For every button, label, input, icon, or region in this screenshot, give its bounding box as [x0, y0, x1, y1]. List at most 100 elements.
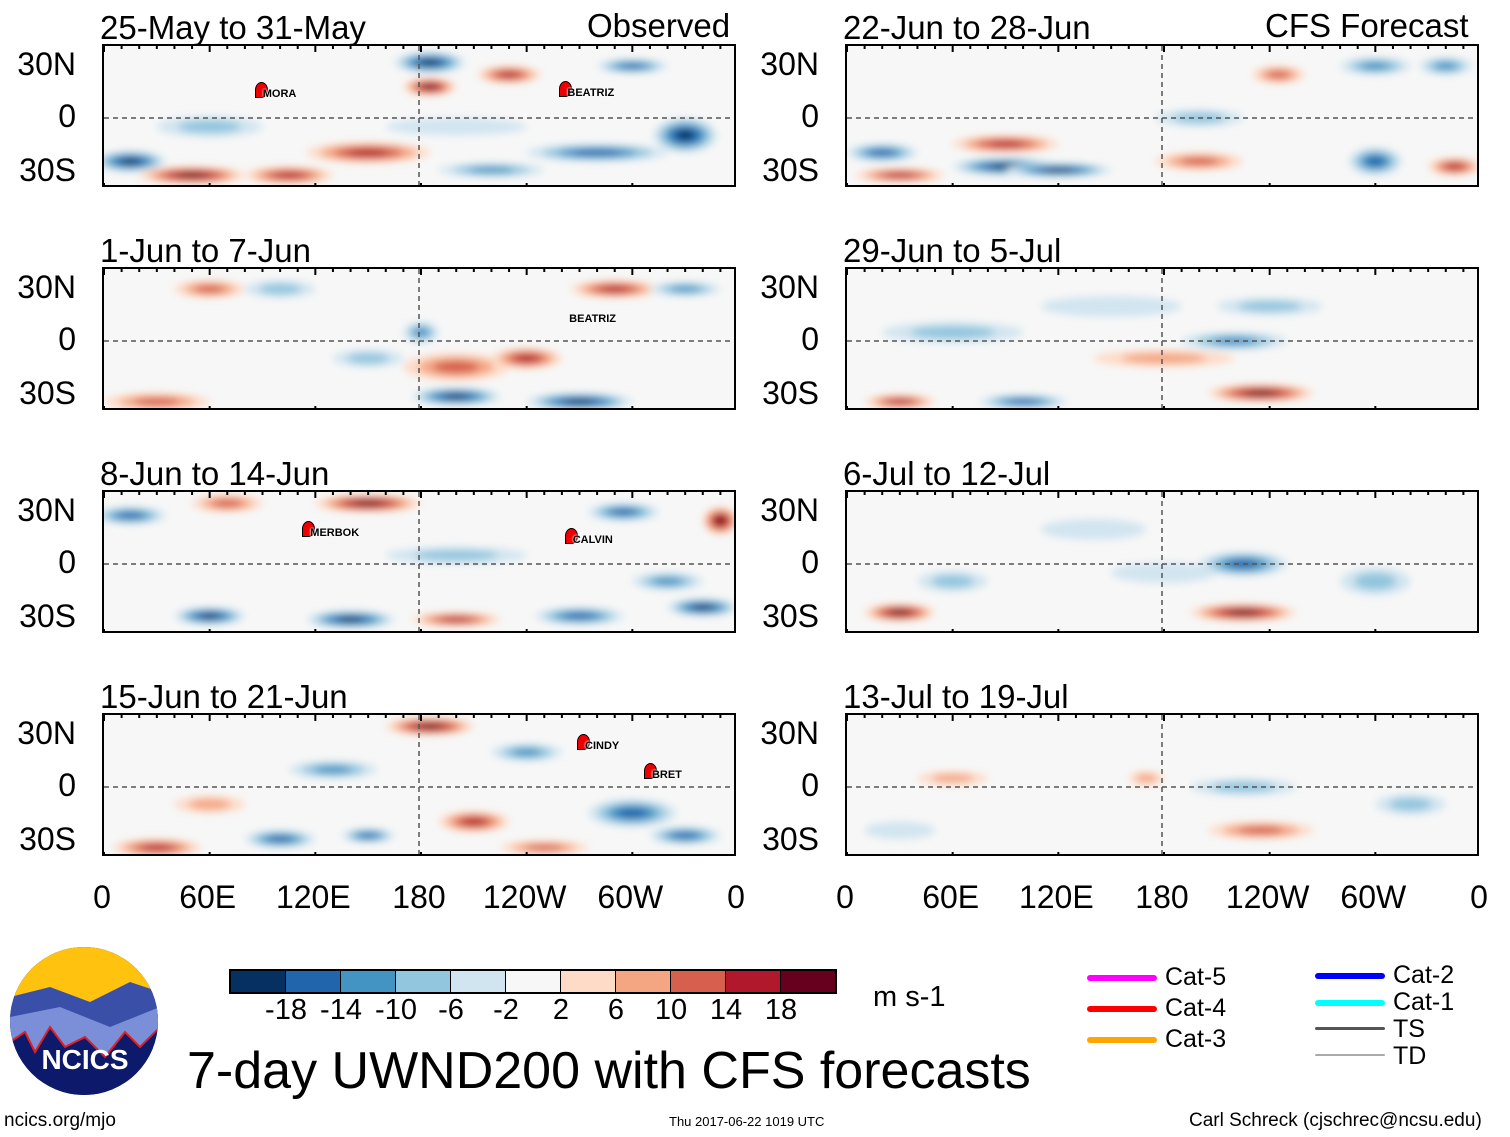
map-panel: BEATRIZ	[102, 267, 736, 410]
wind-anomaly-contour	[511, 748, 542, 757]
latitude-label: 0	[58, 767, 76, 803]
latitude-label: 0	[801, 321, 819, 357]
colorbar-swatch	[451, 971, 506, 992]
wind-anomaly-contour	[347, 353, 390, 364]
wind-anomaly-contour	[118, 512, 143, 519]
wind-anomaly-contour	[1366, 156, 1385, 166]
wind-anomaly-contour	[413, 327, 429, 337]
longitude-label: 60E	[922, 879, 980, 915]
latitude-label: 0	[801, 98, 819, 134]
wind-anomaly-contour	[864, 821, 936, 839]
wind-anomaly-contour	[1267, 70, 1290, 79]
wind-anomaly-contour	[268, 836, 292, 842]
colorbar-swatch	[616, 971, 671, 992]
legend-label: TD	[1393, 1042, 1427, 1070]
colorbar-swatch	[396, 971, 451, 992]
wind-anomaly-contour	[617, 808, 648, 818]
latitude-label: 30S	[762, 375, 819, 411]
latitude-label: 30N	[17, 46, 76, 82]
footer-url: ncics.org/mjo	[4, 1110, 116, 1131]
storm-name-label: BRET	[651, 769, 682, 782]
colorbar-swatch	[726, 971, 781, 992]
wind-anomaly-contour	[931, 774, 974, 783]
colorbar-swatch	[671, 971, 726, 992]
storm-name-label: BEATRIZ	[569, 313, 617, 325]
colorbar-tick-label: 10	[654, 994, 688, 1026]
wind-anomaly-contour	[1246, 390, 1276, 396]
longitude-label: 60W	[1340, 879, 1407, 915]
longitude-label: 120W	[482, 879, 567, 915]
wind-anomaly-contour	[142, 844, 172, 851]
latitude-label: 30N	[760, 715, 819, 751]
hurricane-icon	[559, 80, 573, 97]
wind-anomaly-contour	[420, 59, 440, 66]
wind-anomaly-contour	[1389, 798, 1432, 811]
wind-anomaly-contour	[600, 286, 630, 292]
latitude-label: 0	[58, 544, 76, 580]
wind-anomaly-contour	[1008, 399, 1038, 404]
storm-name-label: BEATRIZ	[567, 86, 615, 99]
logo-text: NCICS	[41, 1044, 128, 1075]
wind-anomaly-contour	[573, 149, 621, 156]
latitude-label: 0	[801, 544, 819, 580]
longitude-label: 0	[1470, 879, 1488, 915]
wind-anomaly-contour	[1445, 163, 1464, 170]
wind-anomaly-contour	[885, 172, 915, 178]
observed-label: Observed	[587, 7, 731, 44]
colorbar-swatch	[341, 971, 396, 992]
footer-timestamp: Thu 2017-06-22 1019 UTC	[669, 1114, 825, 1129]
map-panel	[845, 713, 1479, 856]
wind-anomaly-contour	[931, 575, 974, 588]
map-panel: CINDY BRET	[102, 713, 736, 856]
wind-anomaly-contour	[177, 172, 207, 178]
legend-swatch-cat-3	[1087, 1037, 1157, 1043]
wind-anomaly-contour	[433, 361, 479, 373]
wind-anomaly-contour	[1228, 610, 1258, 615]
colorbar-tick-label: -10	[375, 994, 417, 1026]
hurricane-icon	[564, 528, 578, 545]
wind-anomaly-contour	[188, 799, 231, 810]
panel-title: 25-May to 31-May	[100, 9, 366, 46]
wind-anomaly-contour	[652, 577, 683, 586]
latitude-label: 0	[58, 98, 76, 134]
wind-anomaly-contour	[1111, 562, 1217, 584]
latitude-label: 30N	[17, 715, 76, 751]
latitude-label: 30S	[19, 598, 76, 634]
hurricane-icon	[254, 82, 268, 99]
map-panel	[845, 267, 1479, 410]
wind-anomaly-contour	[120, 158, 141, 165]
storm-name-label: CALVIN	[572, 534, 613, 547]
legend-swatch-cat-1	[1315, 1000, 1385, 1006]
wind-anomaly-contour	[670, 286, 701, 292]
panel-title: 13-Jul to 19-Jul	[843, 678, 1069, 715]
longitude-label: 180	[392, 879, 446, 915]
footer-author: Carl Schreck (cjschrec@ncsu.edu)	[1189, 1110, 1482, 1131]
wind-anomaly-contour	[525, 844, 564, 851]
wind-anomaly-contour	[565, 399, 594, 405]
hurricane-icon	[302, 521, 316, 538]
legend-label: Cat-2	[1393, 961, 1455, 989]
wind-anomaly-contour	[177, 120, 242, 133]
wind-anomaly-contour	[338, 617, 363, 622]
longitude-label: 120E	[275, 879, 351, 915]
latitude-label: 30N	[760, 46, 819, 82]
colorbar-tick-label: -2	[493, 994, 519, 1026]
longitude-label: 0	[93, 879, 111, 915]
wind-anomaly-contour	[1040, 518, 1147, 540]
longitude-label: 0	[836, 879, 854, 915]
wind-anomaly-contour	[1121, 353, 1207, 364]
colorbar-swatch	[286, 971, 341, 992]
longitude-label: 120E	[1018, 879, 1094, 915]
wind-anomaly-contour	[258, 283, 302, 295]
map-panel	[845, 44, 1479, 187]
legend-label: Cat-3	[1165, 1025, 1227, 1053]
wind-anomaly-contour	[514, 354, 539, 362]
map-panel: MORA BEATRIZ	[102, 44, 736, 187]
wind-anomaly-contour	[676, 130, 694, 141]
panel-title: 6-Jul to 12-Jul	[843, 455, 1051, 492]
colorbar-tick-label: 18	[764, 994, 798, 1026]
wind-anomaly-contour	[359, 833, 377, 838]
legend-label: Cat-1	[1393, 988, 1455, 1016]
longitude-label: 0	[727, 879, 745, 915]
